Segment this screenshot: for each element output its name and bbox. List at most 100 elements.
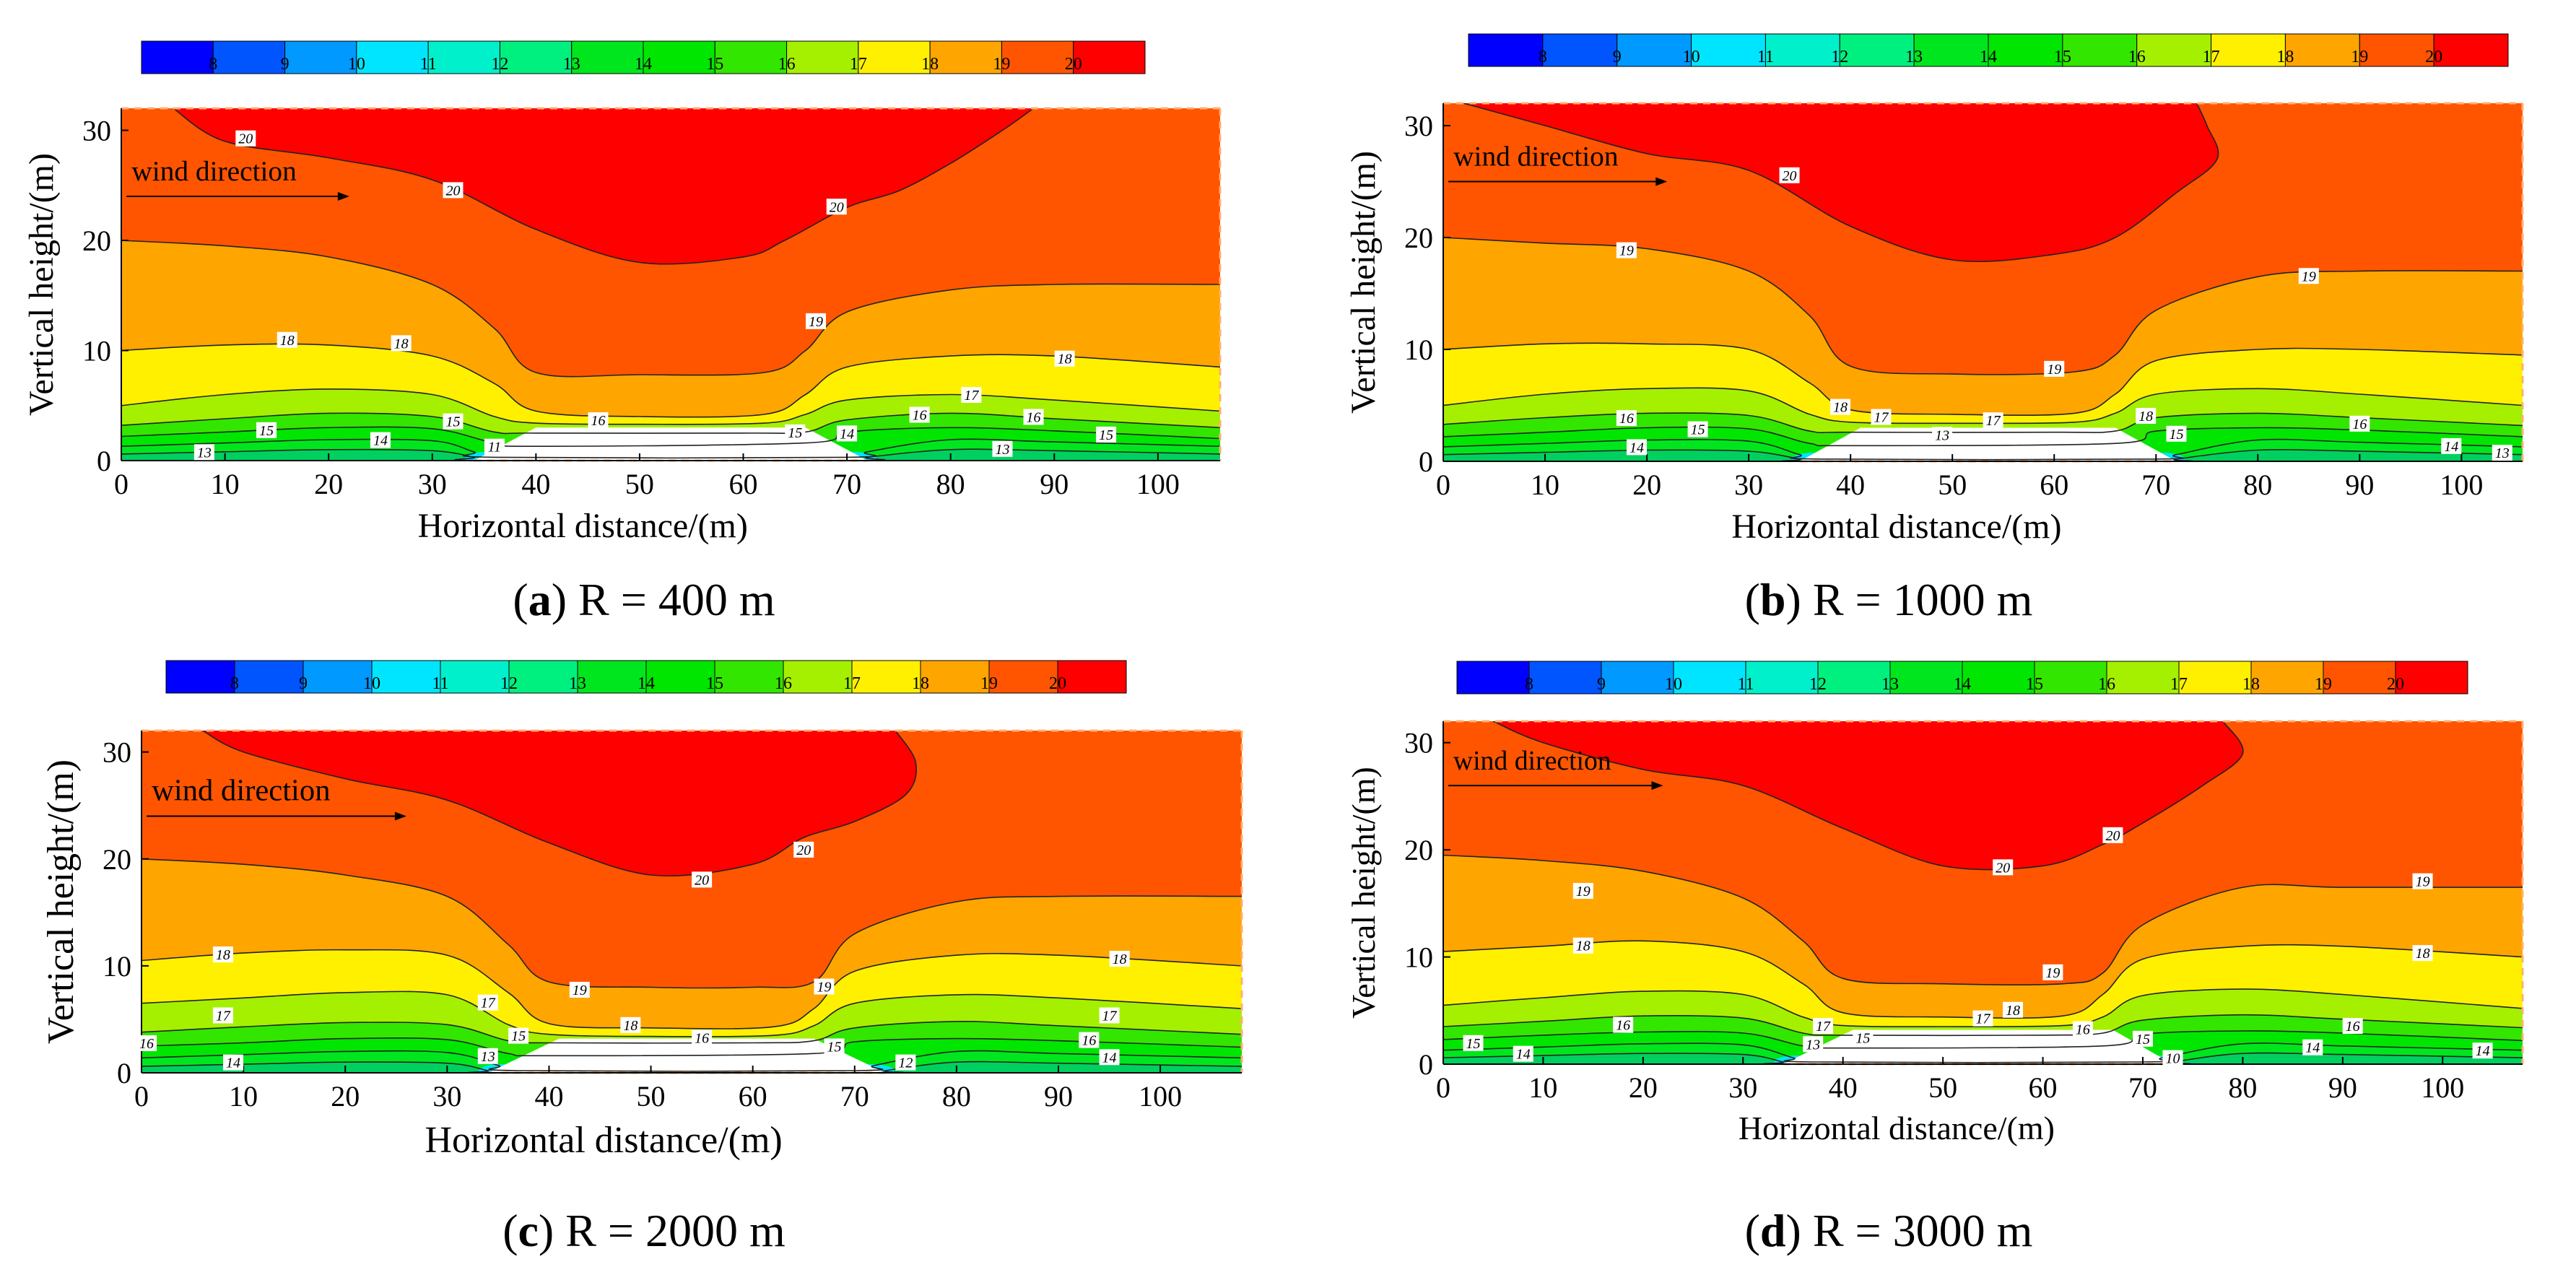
colorbar-swatch bbox=[2106, 661, 2180, 695]
contour-label-text: 20 bbox=[2105, 828, 2120, 844]
x-tick-label: 60 bbox=[739, 1080, 767, 1113]
colorbar: 8 9 10 11 12 13 14 15 16 17 18 19 20 bbox=[141, 40, 1146, 74]
contour-line-19 bbox=[1443, 854, 2523, 985]
contour-label-box bbox=[785, 424, 806, 440]
wind-arrow-icon bbox=[1655, 177, 1668, 186]
contour-label-text: 15 bbox=[1691, 422, 1705, 438]
contour-label-text: 20 bbox=[1783, 168, 1797, 184]
x-tick-label: 50 bbox=[637, 1080, 666, 1113]
colorbar-swatch bbox=[1073, 40, 1146, 74]
contour-label: 20 bbox=[793, 841, 814, 858]
colorbar-tick-label: 18 bbox=[2242, 675, 2260, 694]
contour-label-box bbox=[1871, 409, 1892, 425]
contour-label-text: 10 bbox=[2166, 1051, 2180, 1067]
colorbar-swatch bbox=[858, 40, 931, 74]
contour-label: 16 bbox=[1616, 410, 1637, 427]
contour-label-box bbox=[588, 412, 609, 429]
contour-label-text: 18 bbox=[1058, 352, 1072, 367]
wind-arrow-icon bbox=[337, 192, 349, 201]
contour-line-16 bbox=[142, 1021, 1242, 1044]
colorbar-tick-label: 8 bbox=[1525, 675, 1533, 694]
contour-label-box bbox=[1687, 421, 1708, 437]
x-axis-label: Horizontal distance/(m) bbox=[1739, 1110, 2055, 1146]
x-axis-label: Horizontal distance/(m) bbox=[1731, 508, 2061, 546]
contour-label-text: 15 bbox=[445, 414, 460, 430]
contour-line-17 bbox=[121, 388, 1220, 425]
colorbar-swatch bbox=[929, 40, 1002, 74]
colorbar-tick-label: 18 bbox=[921, 55, 939, 74]
contour-label-text: 16 bbox=[139, 1036, 154, 1052]
wind-direction-label: wind direction bbox=[1453, 141, 1619, 173]
x-tick-label: 30 bbox=[418, 468, 447, 500]
contour-label-text: 16 bbox=[913, 407, 927, 423]
contour-label-box bbox=[1572, 937, 1593, 954]
panel-c: 0 10 20 30 40 50 60 70 80 90 100 0 10 20 30 Horizontal … bbox=[0, 640, 1288, 1280]
contour-label-box bbox=[2298, 268, 2319, 284]
colorbar-swatch bbox=[1456, 661, 1530, 695]
colorbar-swatch bbox=[577, 660, 647, 694]
contour-label: 14 bbox=[2441, 437, 2462, 455]
contour-label-box bbox=[1853, 1029, 1874, 1046]
x-tick-label: 100 bbox=[1139, 1080, 1182, 1113]
contour-label-box bbox=[793, 841, 814, 858]
contour-label-box bbox=[2132, 1030, 2153, 1047]
contour-fields bbox=[142, 731, 1242, 1073]
contour-line-18 bbox=[1443, 342, 2523, 416]
contour-label-box bbox=[1099, 1049, 1120, 1066]
y-axis-label: Vertical height/(m) bbox=[40, 759, 82, 1044]
contour-label-box bbox=[223, 1054, 243, 1071]
contour-label-text: 18 bbox=[1113, 952, 1127, 967]
colorbar-swatch bbox=[1765, 33, 1840, 67]
contour-label: 18 bbox=[1572, 937, 1593, 954]
contour-label: 15 bbox=[256, 422, 277, 439]
colorbar-swatch bbox=[2359, 33, 2434, 67]
band-max-20 bbox=[1493, 721, 2243, 870]
contour-label: 19 bbox=[1572, 883, 1593, 900]
contour-label: 16 bbox=[1023, 409, 1044, 426]
colorbar-tick-label: 15 bbox=[706, 674, 723, 693]
contour-label-text: 16 bbox=[591, 413, 605, 429]
x-tick-label: 10 bbox=[229, 1080, 258, 1113]
contour-line-20 bbox=[202, 731, 917, 877]
contour-label-box bbox=[1096, 426, 1117, 443]
contour-label: 15 bbox=[785, 424, 806, 441]
contour-label-box bbox=[2492, 445, 2512, 461]
x-tick-label: 90 bbox=[2328, 1071, 2357, 1104]
contour-label-box bbox=[2302, 1039, 2323, 1055]
colorbar-swatch bbox=[2136, 33, 2212, 67]
contour-label-box bbox=[2412, 873, 2433, 889]
colorbar-tick-label: 14 bbox=[635, 55, 652, 74]
contour-label-text: 14 bbox=[373, 433, 388, 449]
contour-label-text: 19 bbox=[2302, 269, 2316, 284]
contour-label: 14 bbox=[223, 1054, 243, 1071]
contour-label-box bbox=[2136, 408, 2157, 424]
colorbar-tick-label: 9 bbox=[299, 674, 308, 693]
colorbar-tick-label: 10 bbox=[348, 55, 365, 74]
colorbar-tick-label: 10 bbox=[363, 674, 380, 693]
contour-label: 19 bbox=[2298, 268, 2319, 284]
colorbar-swatch bbox=[1691, 33, 1766, 67]
contour-label: 17 bbox=[1983, 412, 2003, 429]
contour-label-box bbox=[2162, 1050, 2183, 1066]
contour-label-box bbox=[2349, 415, 2370, 432]
colorbar-swatch bbox=[571, 40, 644, 74]
colorbar-tick-label: 14 bbox=[638, 674, 655, 693]
contour-label-box bbox=[1993, 859, 2014, 876]
contour-line-18 bbox=[121, 343, 1220, 418]
contour-label-box bbox=[824, 1038, 845, 1055]
contour-label-text: 16 bbox=[2076, 1022, 2090, 1038]
contour-line-17 bbox=[1443, 387, 2523, 425]
contour-line-15 bbox=[1443, 426, 2523, 447]
contour-label-box bbox=[1463, 1035, 1484, 1051]
band-max-20 bbox=[1463, 103, 2219, 262]
x-tick-label: 10 bbox=[1531, 469, 1559, 501]
contour-fields bbox=[1443, 721, 2523, 1064]
x-tick-label: 10 bbox=[1528, 1071, 1557, 1104]
contour-label: 15 bbox=[2166, 425, 2187, 443]
contour-label: 11 bbox=[484, 438, 505, 456]
contour-label: 19 bbox=[806, 313, 827, 330]
contour-line-19 bbox=[121, 240, 1220, 378]
contour-label-box bbox=[2166, 425, 2187, 442]
colorbar: 8 9 10 11 12 13 14 15 16 17 18 19 20 bbox=[165, 660, 1127, 694]
colorbar-swatch bbox=[371, 660, 441, 694]
